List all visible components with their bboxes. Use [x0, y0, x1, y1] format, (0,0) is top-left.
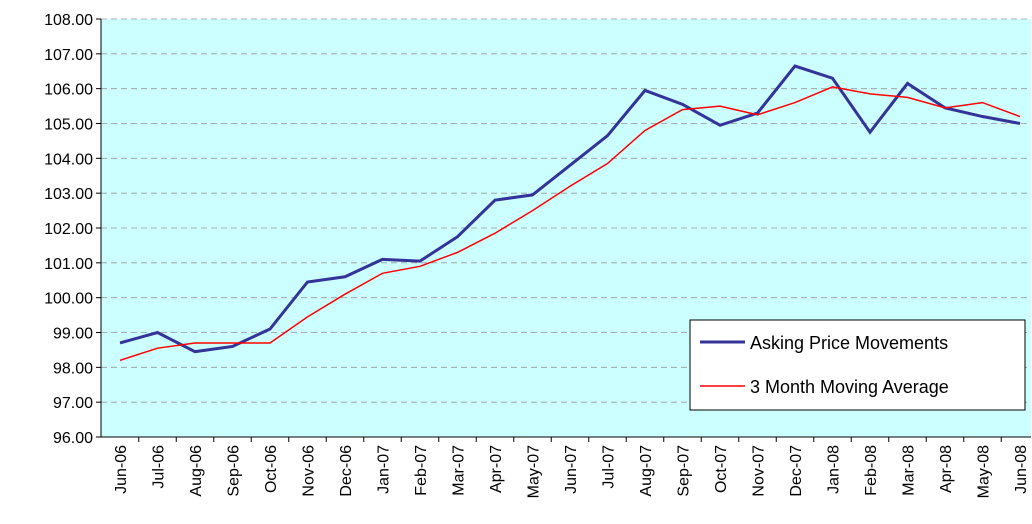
x-tick-label: Aug-07 — [638, 445, 655, 497]
x-tick-label: Sep-06 — [226, 445, 243, 497]
x-tick-label: Feb-07 — [413, 445, 430, 496]
series-line — [119, 86, 1021, 362]
x-tick-label: Jul-07 — [601, 445, 618, 489]
y-tick-label: 96.00 — [53, 430, 93, 447]
x-tick-label: Jul-06 — [151, 445, 168, 489]
x-tick-label: Jun-07 — [563, 445, 580, 494]
y-tick-label: 101.00 — [44, 256, 93, 273]
y-tick-label: 107.00 — [44, 47, 93, 64]
x-tick-label: Apr-08 — [938, 445, 955, 493]
x-tick-label: Nov-06 — [301, 445, 318, 497]
x-tick-label: Oct-06 — [263, 445, 280, 493]
x-tick-label: Mar-08 — [901, 445, 918, 496]
x-tick-label: Feb-08 — [863, 445, 880, 496]
legend-label: 3 Month Moving Average — [750, 377, 949, 397]
x-tick-label: Dec-07 — [788, 445, 805, 497]
x-tick-label: Dec-06 — [338, 445, 355, 497]
x-tick-label: Jan-07 — [376, 445, 393, 494]
x-tick-label: May-08 — [976, 445, 993, 498]
x-tick-label: Apr-07 — [488, 445, 505, 493]
x-tick-label: Mar-07 — [451, 445, 468, 496]
y-tick-label: 104.00 — [44, 151, 93, 168]
y-tick-label: 105.00 — [44, 117, 93, 134]
series-line — [119, 64, 1021, 354]
y-tick-label: 103.00 — [44, 186, 93, 203]
legend-box — [689, 319, 1026, 411]
x-tick-label: Jan-08 — [826, 445, 843, 494]
x-tick-label: Aug-06 — [188, 445, 205, 497]
x-tick-label: Oct-07 — [713, 445, 730, 493]
x-tick-label: Nov-07 — [751, 445, 768, 497]
legend-label: Asking Price Movements — [750, 333, 948, 353]
y-tick-label: 100.00 — [44, 291, 93, 308]
x-tick-label: May-07 — [526, 445, 543, 498]
x-tick-label: Sep-07 — [676, 445, 693, 497]
y-tick-label: 98.00 — [53, 360, 93, 377]
y-tick-label: 97.00 — [53, 395, 93, 412]
y-tick-label: 102.00 — [44, 221, 93, 238]
x-tick-label: Jun-08 — [1013, 445, 1030, 494]
y-tick-label: 108.00 — [44, 12, 93, 29]
y-tick-label: 99.00 — [53, 326, 93, 343]
y-tick-label: 106.00 — [44, 82, 93, 99]
x-tick-label: Jun-06 — [113, 445, 130, 494]
